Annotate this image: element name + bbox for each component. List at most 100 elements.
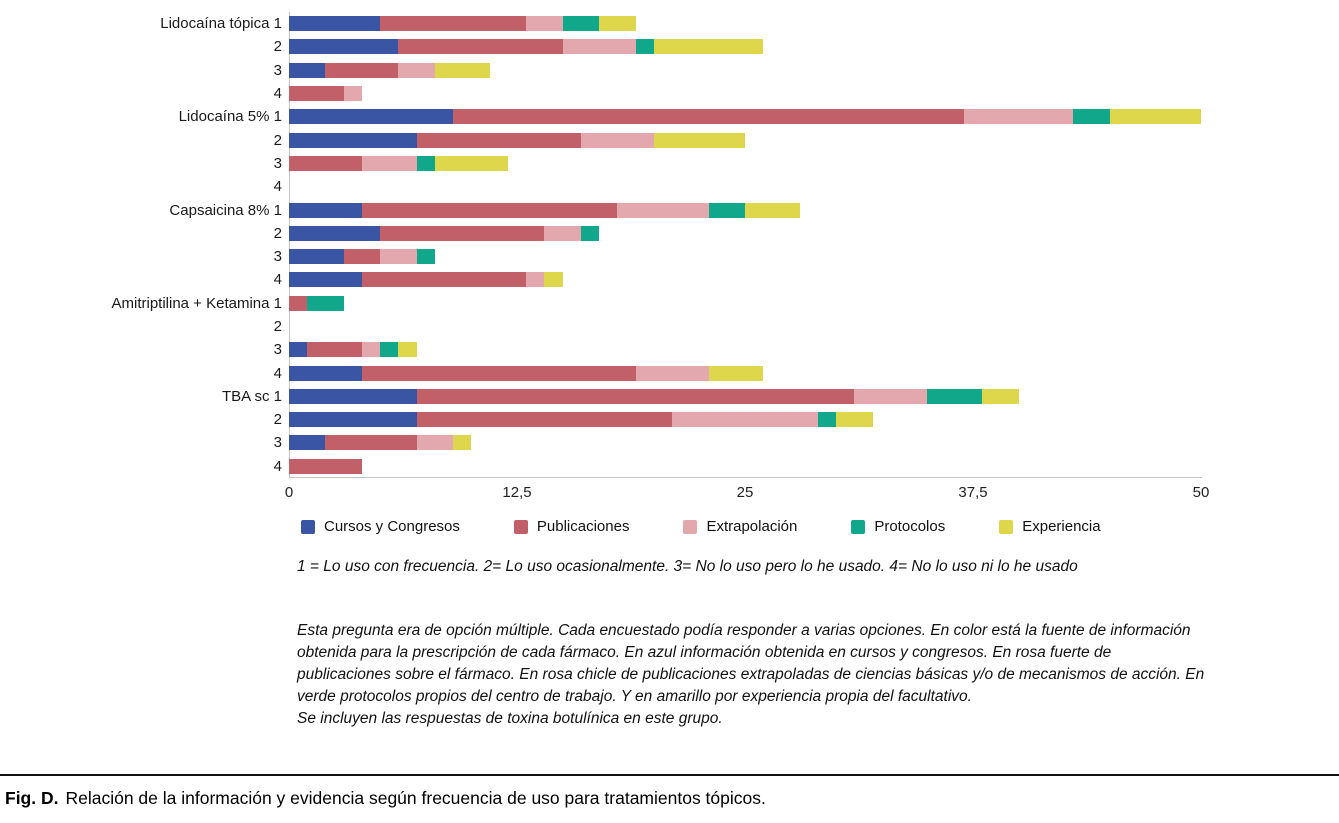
bar-track [289,249,1201,265]
bar-segment-publicaciones [307,342,362,358]
legend-item: Experiencia [999,518,1101,535]
bar-segment-cursos-y-congresos [289,342,308,358]
row-label: Capsaicina 8% 1 [169,201,282,219]
bar-segment-publicaciones [361,202,618,218]
chart-row: 2 [0,222,1339,245]
chart-row: Capsaicina 8% 1 [0,198,1339,221]
chart-row: Lidocaína 5% 1 [0,105,1339,128]
row-label: 4 [273,85,282,103]
caption-divider [0,774,1339,776]
caption-text: Relación de la información y evidencia s… [65,788,766,808]
bar-segment-extrapolacion [580,132,654,148]
row-label: 4 [273,271,282,289]
bar-track [289,458,1201,474]
bar-segment-extrapolacion [361,342,381,358]
bar-segment-extrapolacion [380,249,417,265]
bar-segment-extrapolacion [343,86,362,102]
bar-segment-extrapolacion [361,155,417,171]
bar-segment-experiencia [708,365,764,381]
bar-track [289,16,1201,32]
bar-segment-extrapolacion [526,272,545,288]
bar-segment-extrapolacion [854,388,928,404]
row-label: 2 [273,224,282,242]
description-note: Esta pregunta era de opción múltiple. Ca… [297,620,1205,730]
legend-swatch-experiencia [999,519,1014,534]
row-label: 3 [273,154,282,172]
bar-segment-publicaciones [416,388,855,404]
bar-track [289,388,1201,404]
x-axis-line [289,477,1202,478]
bar-segment-experiencia [434,62,490,78]
legend-swatch-cursos-y-congresos [301,519,315,534]
bar-track [289,272,1201,288]
bar-segment-publicaciones [289,458,362,474]
chart-row: 4 [0,268,1339,291]
bar-segment-experiencia [836,412,873,428]
bar-segment-protocolos [635,39,654,55]
row-label: 3 [273,341,282,359]
legend-swatch-extrapolacion [683,519,698,534]
bar-segment-extrapolacion [635,365,709,381]
bar-track [289,155,1201,171]
bar-segment-publicaciones [289,86,344,102]
bar-segment-experiencia [599,16,636,32]
caption-label: Fig. D. [5,788,59,808]
row-label: 2 [273,318,282,335]
legend-label: Experiencia [1022,518,1101,535]
row-label: 2 [273,411,282,429]
extra-note-text: Se incluyen las respuestas de toxina bot… [297,710,723,727]
stacked-bar-chart: Lidocaína tópica 1 2 3 4 Lidocaína 5% 1 2 3 4 Ca… [0,12,1339,504]
bar-track [289,225,1201,241]
bar-track [289,179,1201,194]
row-label: Amitriptilina + Ketamina 1 [111,294,283,312]
bar-segment-experiencia [544,272,563,288]
bar-segment-publicaciones [416,412,673,428]
bar-track [289,412,1201,428]
bar-segment-extrapolacion [617,202,709,218]
row-label: Lidocaína tópica 1 [160,15,282,33]
legend-swatch-protocolos [851,519,866,534]
chart-row: 3 [0,59,1339,82]
bar-segment-cursos-y-congresos [289,109,454,125]
bar-segment-extrapolacion [526,16,563,32]
description-text: Esta pregunta era de opción múltiple. Ca… [297,622,1205,705]
bar-segment-publicaciones [416,132,581,148]
chart-row: 3 [0,245,1339,268]
bar-segment-extrapolacion [544,225,581,241]
bar-segment-cursos-y-congresos [289,249,344,265]
figure-caption: Fig. D. Relación de la información y evid… [5,788,766,809]
bar-segment-experiencia [398,342,417,358]
bar-track [289,62,1201,78]
row-label: Lidocaína 5% 1 [178,108,282,126]
chart-row: 2 [0,128,1339,151]
bar-segment-publicaciones [380,16,527,32]
bar-segment-extrapolacion [416,435,454,451]
legend-label: Extrapolación [706,518,798,535]
bar-segment-cursos-y-congresos [289,132,417,148]
chart-row: 4 [0,361,1339,384]
bar-segment-publicaciones [289,155,362,171]
bar-track [289,86,1201,102]
x-tick-label: 0 [284,483,294,501]
bar-segment-cursos-y-congresos [289,435,326,451]
legend-item: Cursos y Congresos [301,518,460,535]
row-label: 3 [273,248,282,266]
chart-row: 3 [0,338,1339,361]
x-tick-label: 37,5 [958,483,988,501]
bar-segment-protocolos [307,295,344,311]
bar-track [289,202,1201,218]
bar-segment-protocolos [380,342,399,358]
chart-row: 3 [0,431,1339,454]
chart-row: Lidocaína tópica 1 [0,12,1339,35]
row-label: 3 [273,434,282,452]
bar-track [289,295,1201,311]
chart-row: Amitriptilina + Ketamina 1 [0,292,1339,315]
y-axis-line [289,12,290,478]
x-tick-label: 50 [1192,483,1210,501]
x-axis-ticks: 0 12,5 25 37,5 50 [0,484,1339,504]
bar-segment-publicaciones [361,365,636,381]
bar-segment-cursos-y-congresos [289,39,399,55]
bar-segment-protocolos [580,225,600,241]
row-label: TBA sc 1 [221,387,282,405]
